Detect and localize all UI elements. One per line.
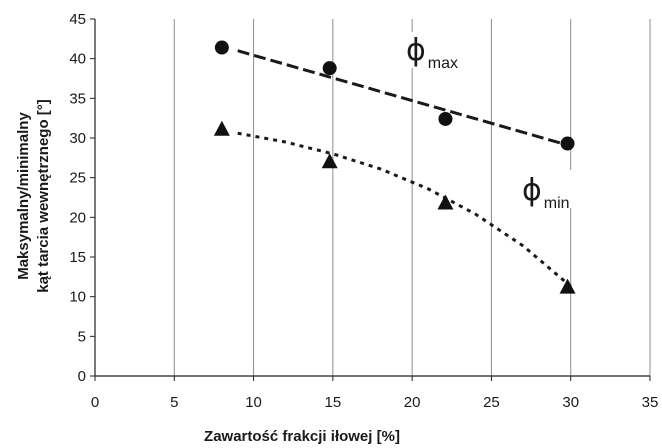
point-max-2 xyxy=(322,61,337,76)
trend-line-min xyxy=(237,131,572,288)
y-tick-label-45: 45 xyxy=(69,11,86,28)
x-tick-label-10: 10 xyxy=(245,394,262,411)
x-tick-label-0: 0 xyxy=(91,394,99,411)
y-tick-label-35: 35 xyxy=(69,90,86,107)
point-max-4 xyxy=(560,136,575,151)
point-min-2 xyxy=(321,153,338,169)
y-tick-label-0: 0 xyxy=(78,368,86,385)
y-axis-title-line-2: kąt tarcia wewnętrznego [°] xyxy=(35,99,52,293)
x-tick-label-35: 35 xyxy=(642,394,659,411)
series-label-bg-max xyxy=(402,32,464,68)
series-label-sub-min: min xyxy=(544,195,570,212)
y-tick-label-15: 15 xyxy=(69,249,86,266)
series-label-min: ϕ min xyxy=(522,173,570,212)
y-tick-label-30: 30 xyxy=(69,130,86,147)
point-min-4 xyxy=(559,278,576,294)
trend-line-max xyxy=(237,49,572,148)
series-label-bg-min xyxy=(518,170,582,208)
x-tick-label-25: 25 xyxy=(483,394,500,411)
x-tick-label-20: 20 xyxy=(404,394,421,411)
trend-layer xyxy=(237,49,572,288)
series-label-symbol-max: ϕ xyxy=(406,33,426,68)
marker-layer xyxy=(213,40,576,294)
y-tick-label-40: 40 xyxy=(69,51,86,68)
axes-layer: 0 5 10 15 20 25 30 35 40 45 0 5 10 15 20 25 30 35 Zawartoś… xyxy=(15,11,658,445)
x-axis-title: Zawartość frakcji iłowej [%] xyxy=(204,428,400,445)
series-label-max: ϕ max xyxy=(406,33,458,72)
y-tick-label-25: 25 xyxy=(69,170,86,187)
x-tick-label-15: 15 xyxy=(325,394,342,411)
point-max-1 xyxy=(214,40,229,55)
x-tick-label-30: 30 xyxy=(562,394,579,411)
series-label-symbol-min: ϕ xyxy=(522,173,542,208)
series-label-sub-max: max xyxy=(428,55,458,72)
y-tick-label-20: 20 xyxy=(69,209,86,226)
y-axis-title-line-1: Maksymalny/minimalny xyxy=(15,112,32,280)
point-min-3 xyxy=(437,194,454,210)
y-tick-label-10: 10 xyxy=(69,289,86,306)
point-max-3 xyxy=(438,111,453,126)
x-tick-label-5: 5 xyxy=(170,394,178,411)
point-min-1 xyxy=(213,120,230,136)
y-tick-label-5: 5 xyxy=(78,328,86,345)
